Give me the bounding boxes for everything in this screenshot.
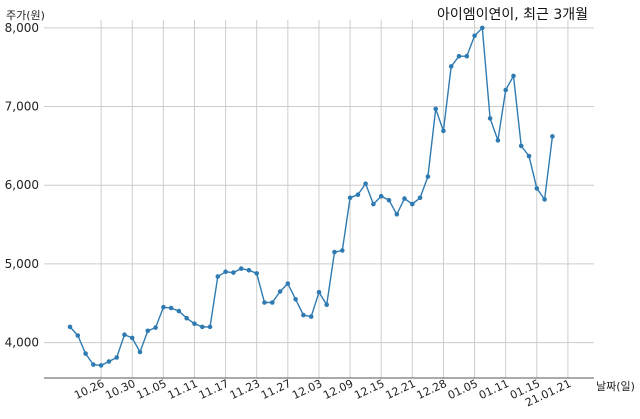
x-tick-label: 11.11 (166, 377, 200, 402)
data-point (137, 349, 143, 355)
data-point (270, 300, 275, 305)
data-point (456, 53, 462, 59)
x-tick-label: 11.05 (135, 377, 169, 402)
data-point (91, 362, 96, 367)
data-point (347, 195, 353, 201)
data-point (425, 174, 431, 179)
data-point (503, 87, 509, 93)
x-tick-label: 12.15 (352, 377, 386, 402)
data-point (448, 64, 454, 69)
chart-title: 아이엠이연이, 최근 3개월 (437, 7, 588, 23)
y-tick-label: 6,000 (5, 178, 39, 192)
data-point (200, 324, 205, 330)
data-point (176, 308, 182, 314)
data-point (526, 153, 532, 159)
data-point (106, 359, 112, 364)
data-point (285, 281, 291, 286)
data-point (308, 314, 314, 319)
data-point (480, 25, 485, 31)
x-tick-label: 12.09 (321, 377, 355, 402)
data-point (363, 181, 368, 186)
data-point (487, 116, 493, 121)
data-point (215, 274, 221, 279)
y-tick-label: 7,000 (5, 100, 39, 114)
data-point (161, 304, 166, 310)
data-point (378, 193, 384, 199)
x-tick-label: 12.03 (290, 377, 324, 402)
data-point (511, 73, 516, 79)
price-points (67, 25, 555, 368)
data-point (293, 297, 298, 302)
data-point (145, 328, 151, 334)
x-tick-label: 01.05 (446, 377, 480, 402)
data-point (355, 192, 361, 197)
data-point (340, 248, 345, 253)
data-point (238, 266, 244, 271)
data-point (371, 201, 376, 207)
y-tick-labels: 4,000 5,000 6,000 7,000 8,000 (5, 21, 39, 350)
data-point (98, 363, 104, 368)
x-tick-label: 11.17 (197, 377, 231, 402)
data-point (394, 212, 400, 217)
data-point (254, 271, 259, 276)
x-tick-label: 10.26 (72, 377, 106, 402)
data-point (129, 335, 135, 341)
y-tick-label: 5,000 (5, 257, 39, 271)
x-tick-label: 12.28 (415, 377, 449, 402)
data-point (114, 355, 119, 360)
data-point (518, 143, 524, 149)
data-point (534, 186, 540, 191)
data-point (83, 351, 88, 356)
data-point (262, 300, 267, 305)
data-point (441, 128, 446, 134)
data-point (410, 201, 415, 207)
y-axis-label: 주가(원) (6, 9, 45, 22)
y-tick-label: 8,000 (5, 21, 39, 35)
data-point (122, 332, 127, 338)
data-point (223, 269, 228, 275)
grid-lines (44, 20, 594, 378)
x-tick-label: 01.11 (477, 377, 511, 402)
data-point (207, 324, 213, 330)
data-point (324, 302, 330, 308)
data-point (332, 249, 337, 255)
data-point (277, 289, 283, 294)
data-point (542, 197, 547, 202)
x-tick-label: 12.21 (384, 377, 418, 402)
x-tick-label: 10.30 (103, 377, 137, 402)
y-tick-label: 4,000 (5, 336, 39, 350)
x-axis-label: 날짜(일) (596, 379, 635, 393)
x-tick-label: 11.23 (228, 377, 262, 402)
data-point (246, 267, 252, 273)
data-point (472, 33, 477, 38)
x-tick-labels: 10.2610.3011.0511.1111.1711.2311.2712.03… (72, 377, 573, 409)
data-point (75, 333, 81, 338)
data-point (153, 325, 158, 330)
data-point (550, 134, 555, 139)
data-point (231, 270, 236, 275)
data-point (495, 138, 501, 143)
data-point (402, 196, 407, 201)
data-point (464, 53, 470, 59)
data-point (301, 312, 306, 318)
data-point (433, 106, 439, 112)
data-point (386, 197, 392, 203)
data-point (417, 195, 423, 201)
data-point (192, 321, 197, 327)
data-point (168, 305, 174, 311)
data-point (316, 289, 322, 295)
data-point (67, 324, 73, 330)
data-point (184, 315, 189, 321)
x-tick-label: 11.27 (259, 377, 293, 402)
